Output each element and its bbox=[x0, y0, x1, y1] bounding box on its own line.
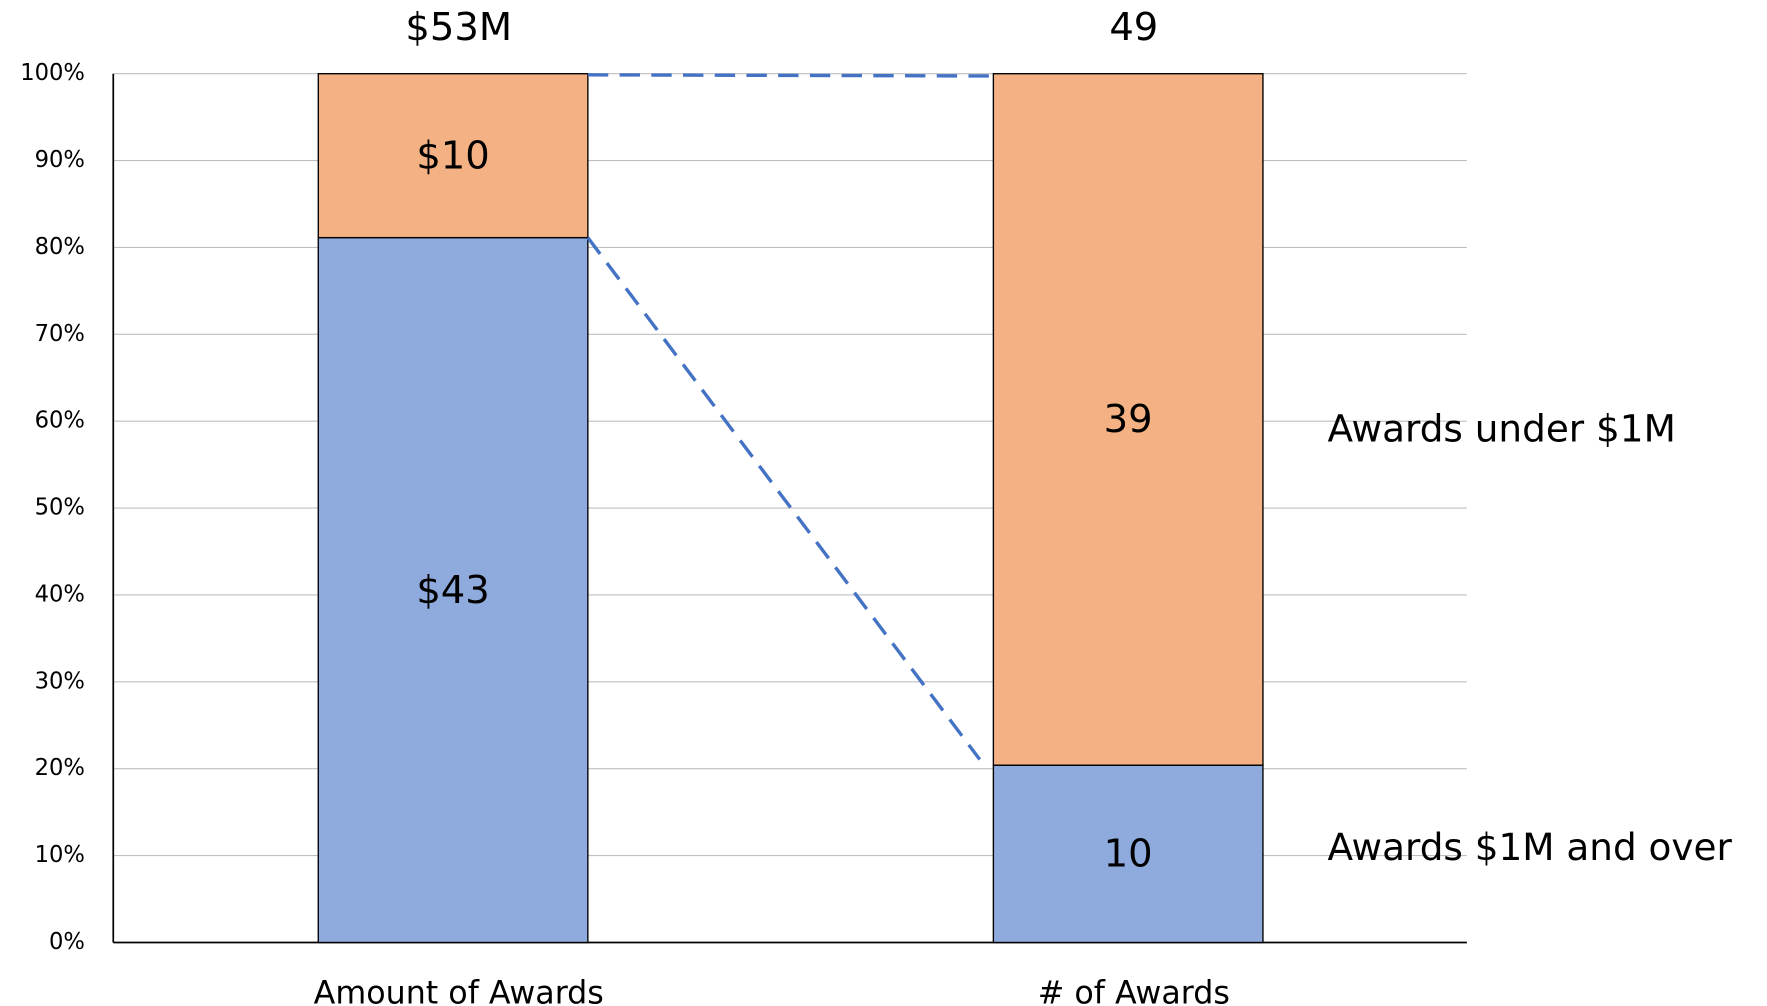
y-tick-label: 40% bbox=[35, 581, 85, 607]
y-tick-label: 70% bbox=[35, 321, 85, 347]
x-tick-label: Amount of Awards bbox=[314, 976, 604, 1006]
y-tick-label: 30% bbox=[35, 668, 85, 694]
y-tick-label: 90% bbox=[35, 147, 85, 173]
x-tick-label: # of Awards bbox=[1038, 976, 1230, 1006]
y-tick-label: 20% bbox=[35, 755, 85, 781]
total-label: $53M bbox=[405, 5, 512, 50]
data-label: $43 bbox=[416, 568, 490, 613]
data-label: $10 bbox=[416, 133, 490, 178]
y-tick-label: 10% bbox=[35, 842, 85, 868]
legend-label: Awards under $1M bbox=[1328, 406, 1676, 450]
y-tick-label: 0% bbox=[49, 929, 85, 955]
bar-segment bbox=[992, 73, 1264, 766]
data-label: 39 bbox=[1104, 397, 1153, 442]
connector bbox=[586, 236, 982, 761]
bar-segment bbox=[317, 73, 589, 239]
bar-segment bbox=[317, 236, 589, 944]
connector bbox=[587, 73, 994, 78]
y-tick-label: 80% bbox=[35, 234, 85, 260]
y-tick-label: 60% bbox=[35, 408, 85, 434]
bar-segment bbox=[992, 764, 1264, 944]
data-label: 10 bbox=[1104, 832, 1153, 877]
total-label: 49 bbox=[1109, 5, 1158, 50]
legend-label: Awards $1M and over bbox=[1328, 825, 1733, 869]
y-tick-label: 50% bbox=[35, 495, 85, 521]
y-tick-label: 100% bbox=[20, 60, 85, 86]
